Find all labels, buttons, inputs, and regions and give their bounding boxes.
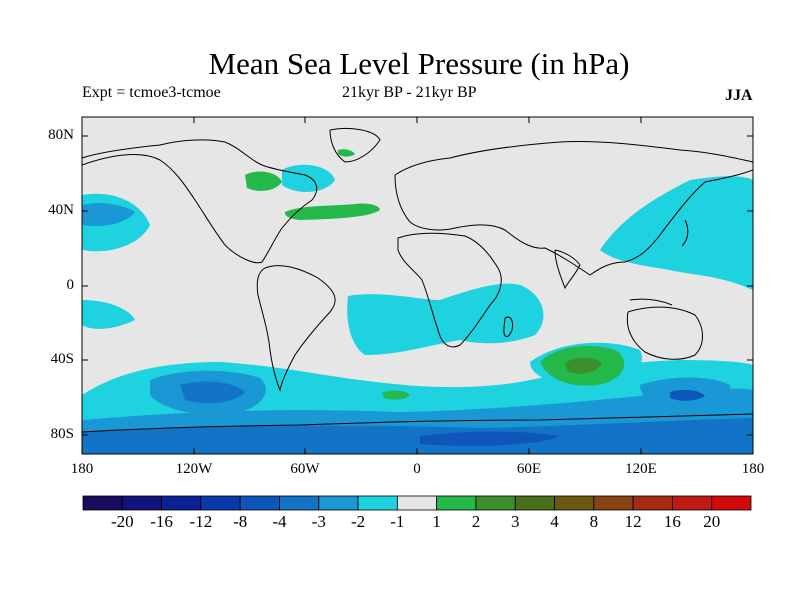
- colorbar-swatch: [672, 495, 713, 511]
- colorbar-tick-label: 20: [703, 512, 721, 531]
- colorbar-tick-label: 1: [432, 512, 441, 531]
- colorbar-swatch: [514, 495, 555, 511]
- colorbar-swatch: [475, 495, 516, 511]
- colorbar-swatch: [161, 495, 202, 511]
- coastlines: [82, 127, 753, 433]
- anomaly-plus2-regions: [565, 357, 602, 374]
- lon-label-0: 0: [413, 461, 421, 477]
- anomaly-minus3-regions: [82, 381, 753, 454]
- lon-label-180w: 180: [70, 461, 94, 477]
- lon-label-120e: 120E: [625, 461, 657, 477]
- colorbar-swatch: [593, 495, 634, 511]
- lat-label-40n: 40N: [48, 202, 74, 218]
- colorbar-tick-label: -2: [350, 512, 366, 531]
- lat-label-80s: 80S: [50, 426, 74, 442]
- colorbar-tick-label: 16: [663, 512, 681, 531]
- colorbar-tick-label: 3: [510, 512, 520, 531]
- colorbar-tick-label: -16: [150, 512, 173, 531]
- lon-label-60e: 60E: [516, 461, 542, 477]
- colorbar-tick-label: -3: [311, 512, 326, 531]
- colorbar-swatch: [279, 495, 320, 511]
- colorbar-tick-label: -20: [110, 512, 134, 531]
- anomaly-plus1-regions: [245, 149, 625, 400]
- colorbar-tick-label: -8: [233, 512, 248, 531]
- colorbar-tick-label: -12: [189, 512, 213, 531]
- colorbar-swatch: [632, 495, 673, 511]
- colorbar-tick-label: 2: [471, 512, 481, 531]
- lat-label-40s: 40S: [50, 351, 74, 367]
- anomaly-minus4-regions: [420, 389, 705, 446]
- lon-label-60w: 60W: [290, 461, 320, 477]
- lat-label-80n: 80N: [48, 127, 74, 143]
- colorbar-tick-label: -4: [272, 512, 287, 531]
- colorbar-tick-label: 12: [624, 512, 642, 531]
- experiment-label: Expt = tcmoe3-tcmoe: [82, 84, 221, 101]
- colorbar-tick-label: -1: [390, 512, 405, 531]
- colorbar-tick-label: 8: [589, 512, 599, 531]
- lon-label-120w: 120W: [175, 461, 213, 477]
- colorbar-swatch: [357, 495, 398, 511]
- lat-label-0: 0: [66, 277, 75, 293]
- axis-ticks: [81, 117, 754, 454]
- chart-title: Mean Sea Level Pressure (in hPa): [208, 46, 630, 81]
- colorbar-swatch: [396, 495, 438, 511]
- colorbar-tick-label: 4: [550, 512, 559, 531]
- colorbar-swatch: [82, 495, 123, 511]
- colorbar-swatch: [239, 495, 280, 511]
- colorbar-swatch: [436, 495, 477, 511]
- lon-label-180e: 180: [741, 461, 765, 477]
- season-label: JJA: [725, 87, 753, 104]
- colorbar: [82, 495, 752, 511]
- colorbar-swatch: [200, 495, 241, 511]
- colorbar-swatch: [318, 495, 359, 511]
- period-label: 21kyr BP - 21kyr BP: [342, 84, 477, 101]
- colorbar-swatch: [121, 495, 162, 511]
- colorbar-swatch: [554, 495, 595, 511]
- colorbar-swatch: [711, 495, 752, 511]
